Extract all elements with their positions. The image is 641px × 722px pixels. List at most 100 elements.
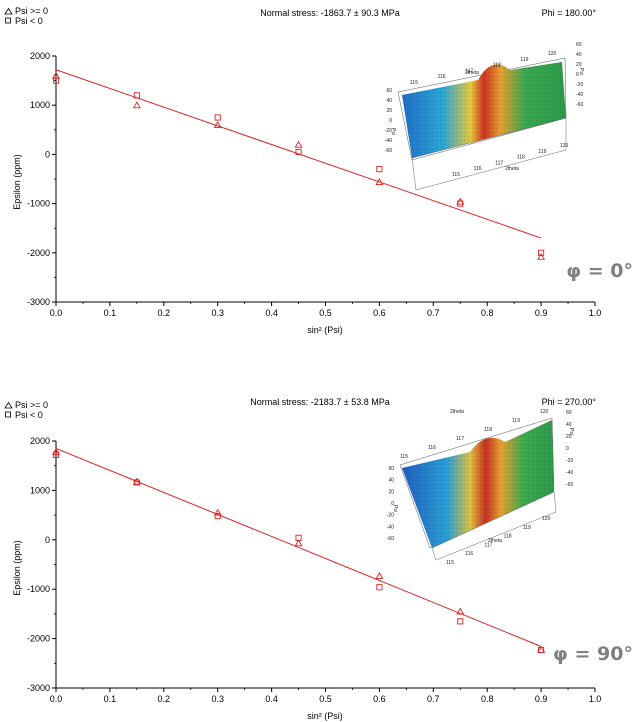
data-point-psi-pos bbox=[537, 252, 546, 260]
x-tick-label: 0.0 bbox=[50, 694, 63, 704]
y-tick-label: 2000 bbox=[30, 51, 50, 61]
y-tick-label: 0 bbox=[45, 149, 50, 159]
inset-psi-tick-right: -60 bbox=[576, 102, 583, 108]
y-tick-label: 2000 bbox=[30, 436, 50, 446]
x-tick-label: 0.8 bbox=[481, 308, 494, 318]
inset-2theta-tick-top: 120 bbox=[548, 51, 557, 57]
data-point-psi-pos bbox=[294, 140, 303, 148]
inset-psi-tick-left: 0 bbox=[391, 501, 394, 507]
y-axis-label: Epsilon (ppm) bbox=[12, 540, 22, 596]
x-axis-label: sin² (Psi) bbox=[307, 711, 343, 721]
inset-2theta-tick-bottom: 118 bbox=[517, 155, 525, 161]
legend-neg-label: Psi < 0 bbox=[15, 16, 43, 26]
x-tick-group: 0.0 0.1 0.2 0.3 0.4 0.5 0.6 0.7 0.8 0.9 1.0 bbox=[50, 302, 602, 318]
data-point-psi-neg bbox=[457, 200, 464, 207]
data-point-psi-neg bbox=[52, 451, 60, 458]
inset-mesh bbox=[402, 420, 554, 548]
inset-2theta-tick-bottom: 119 bbox=[523, 525, 531, 531]
inset-psi-tick-right: 60 bbox=[566, 410, 572, 416]
y-axis-label: Epsilon (ppm) bbox=[12, 154, 22, 210]
inset-2theta-tick-bottom: 115 bbox=[452, 172, 460, 178]
data-point-psi-pos bbox=[375, 178, 384, 186]
inset-2theta-tick-bottom: 117 bbox=[495, 160, 503, 166]
data-point-psi-pos bbox=[294, 539, 303, 547]
x-tick-label: 1.0 bbox=[589, 308, 602, 318]
inset-psi-tick-right: 20 bbox=[566, 434, 572, 440]
inset-box-back bbox=[399, 417, 555, 549]
inset-2theta-tick-top: 115 bbox=[400, 454, 408, 460]
inset-psi-tick-right: 0 bbox=[566, 446, 569, 452]
inset-psi-label-right: Psi bbox=[568, 428, 574, 435]
data-point-psi-pos bbox=[213, 120, 222, 128]
phi-label: Phi = 180.00° bbox=[542, 8, 597, 18]
x-tick-label: 0.2 bbox=[158, 308, 171, 318]
inset-psi-tick-left: 40 bbox=[388, 478, 394, 484]
y-tick-group: 2000 1000 0 -1000 -2000 -3000 bbox=[27, 51, 56, 307]
data-point-psi-pos bbox=[52, 447, 60, 455]
inset-box-front bbox=[411, 117, 567, 191]
x-tick-label: 0.6 bbox=[373, 694, 386, 704]
inset-2theta-title-top: 2theta bbox=[465, 70, 479, 76]
inset-psi-tick-left: -40 bbox=[387, 524, 394, 530]
data-point-psi-neg bbox=[52, 77, 60, 84]
x-tick-group: 0.0 0.1 0.2 0.3 0.4 0.5 0.6 0.7 0.8 0.9 1.0 bbox=[50, 688, 601, 704]
plot-area bbox=[52, 69, 546, 260]
y-tick-label: -3000 bbox=[27, 683, 50, 693]
y-tick-label: -2000 bbox=[27, 248, 50, 258]
inset-psi-tick-left: 0 bbox=[389, 118, 392, 124]
surface-inset: 2theta 2theta Psi Psi 115 115 116 116 117 117… bbox=[385, 42, 584, 191]
data-point-psi-neg bbox=[295, 148, 302, 155]
inset-2theta-tick-top: 120 bbox=[540, 409, 549, 415]
inset-tick-labels: 115 115 116 116 117 117 118 118 119 119 120 120 60 60… bbox=[387, 409, 574, 566]
legend: Psi >= 0 Psi < 0 bbox=[4, 400, 48, 420]
surface-inset: 2theta 2theta Psi Psi 115 115 116 116 117 117… bbox=[387, 409, 574, 566]
data-point-psi-neg bbox=[376, 166, 383, 173]
legend-pos-label: Psi >= 0 bbox=[15, 6, 48, 16]
x-tick-label: 0.5 bbox=[319, 308, 332, 318]
legend-neg-label: Psi < 0 bbox=[15, 410, 43, 420]
inset-psi-tick-left: -20 bbox=[387, 513, 394, 519]
data-point-psi-pos bbox=[132, 477, 141, 485]
legend-square-marker bbox=[5, 411, 11, 418]
normal-stress-label: Normal stress: -1863.7 ± 90.3 MPa bbox=[260, 8, 400, 18]
phi-label: Phi = 270.00° bbox=[542, 397, 597, 407]
data-point-psi-pos bbox=[213, 508, 222, 516]
inset-psi-tick-right: 40 bbox=[576, 52, 582, 58]
inset-tick-labels: 115 115 116 116 117 117 118 118 119 119 120 120 60 60… bbox=[385, 42, 584, 178]
inset-psi-label-right: Psi bbox=[578, 68, 584, 75]
legend-pos-label: Psi >= 0 bbox=[15, 400, 48, 410]
inset-2theta-tick-bottom: 118 bbox=[504, 534, 512, 540]
legend: Psi >= 0 Psi < 0 bbox=[4, 6, 48, 26]
y-tick-label: -2000 bbox=[27, 634, 50, 644]
data-point-psi-pos bbox=[132, 101, 141, 109]
data-point-psi-neg bbox=[133, 92, 140, 99]
y-tick-label: 0 bbox=[45, 535, 50, 545]
x-tick-label: 0.4 bbox=[265, 308, 278, 318]
inset-psi-tick-right: 20 bbox=[576, 62, 582, 68]
data-point-psi-pos bbox=[375, 571, 384, 579]
data-point-psi-neg bbox=[214, 513, 221, 520]
x-tick-label: 0.9 bbox=[535, 694, 548, 704]
inset-psi-label-left: Psi bbox=[390, 128, 396, 135]
y-tick-label: -3000 bbox=[27, 297, 50, 307]
inset-2theta-tick-bottom: 116 bbox=[465, 551, 473, 557]
data-point-psi-neg bbox=[133, 479, 140, 486]
x-tick-label: 0.3 bbox=[211, 694, 224, 704]
inset-psi-tick-right: -60 bbox=[566, 482, 573, 488]
inset-psi-tick-right: -40 bbox=[576, 92, 583, 98]
inset-psi-tick-left: 60 bbox=[386, 88, 392, 94]
x-tick-label: 0.7 bbox=[427, 308, 440, 318]
y-tick-label: 1000 bbox=[30, 100, 50, 110]
inset-psi-tick-right: 60 bbox=[576, 42, 582, 48]
inset-2theta-tick-top: 116 bbox=[428, 445, 436, 451]
legend-triangle-marker bbox=[4, 401, 13, 409]
inset-2theta-title-top: 2theta bbox=[450, 409, 464, 415]
inset-2theta-tick-bottom: 115 bbox=[446, 560, 454, 566]
data-point-psi-pos bbox=[456, 607, 465, 615]
panel-phi-0: Psi >= 0 Psi < 0 Normal stress: -1863.7 … bbox=[4, 6, 633, 335]
inset-2theta-tick-bottom: 117 bbox=[484, 542, 492, 548]
inset-2theta-title-bottom: 2theta bbox=[488, 538, 502, 544]
data-point-psi-neg bbox=[214, 114, 221, 121]
x-tick-label: 0.9 bbox=[535, 308, 548, 318]
